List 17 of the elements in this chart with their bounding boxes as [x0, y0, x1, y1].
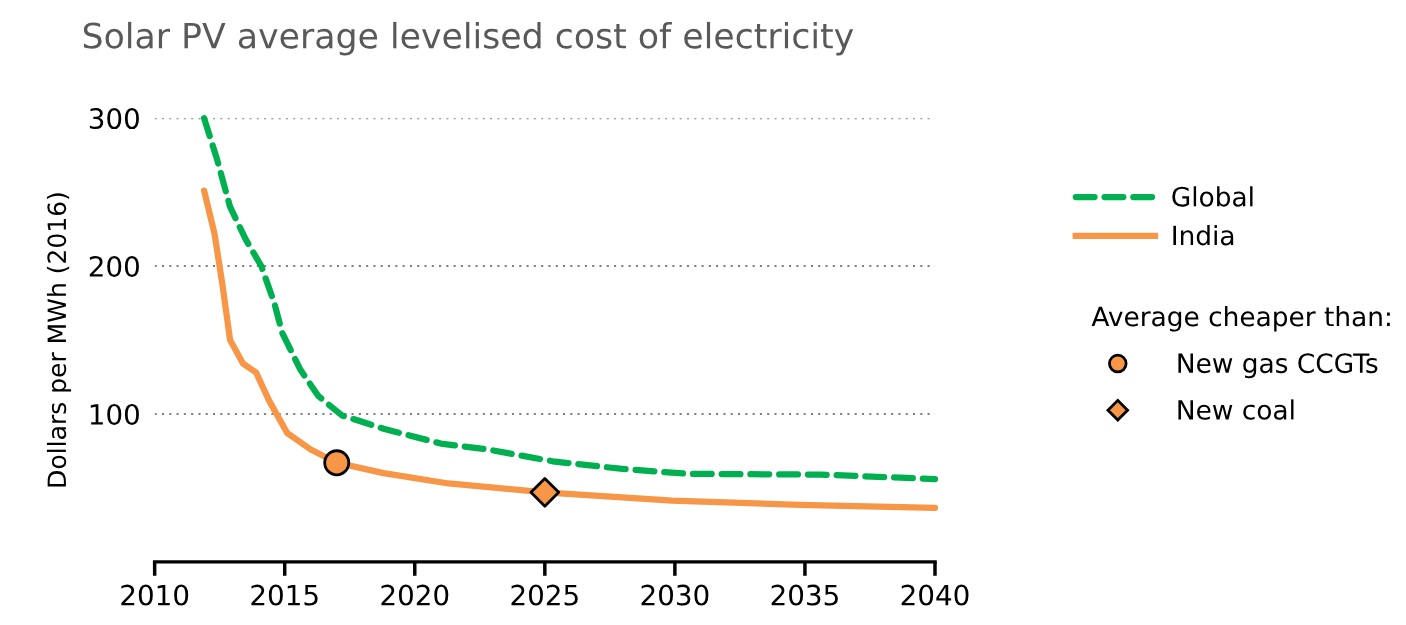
legend-label: India [1173, 224, 1234, 246]
legend-label: Global [1172, 186, 1253, 207]
x-tick-label: 2040 [901, 584, 969, 606]
y-tick-label: 100 [90, 403, 139, 425]
legend-label: New coal [1178, 399, 1294, 420]
legend-label: New gas CCGTs [1178, 353, 1378, 379]
y-tick-label: 300 [89, 108, 139, 130]
x-tick-label: 2020 [381, 584, 449, 606]
legend-title: Average cheaper than: [1091, 306, 1390, 332]
x-tick-label: 2035 [771, 584, 838, 606]
x-tick-label: 2015 [251, 584, 318, 606]
x-tick-label: 2030 [641, 584, 709, 606]
y-axis-title: Dollars per MWh (2016) [46, 193, 72, 487]
x-tick-label: 2010 [121, 584, 189, 606]
y-tick-label: 200 [89, 255, 139, 277]
chart-title: Solar PV average levelised cost of electricity [83, 21, 854, 56]
x-tick-label: 2025 [511, 584, 578, 606]
